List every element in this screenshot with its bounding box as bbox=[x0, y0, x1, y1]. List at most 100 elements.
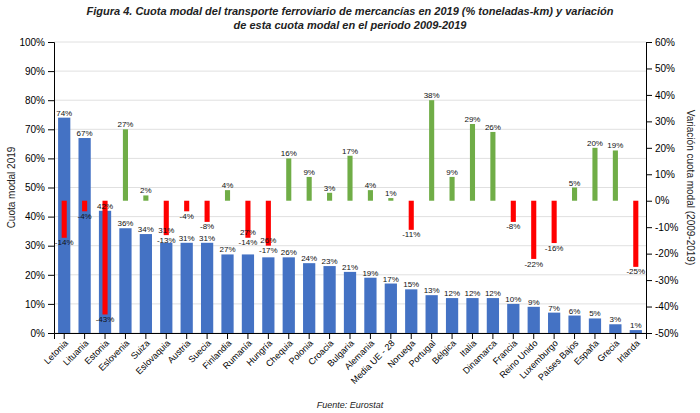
tick: Dinamarca bbox=[461, 333, 499, 376]
data-label: -43% bbox=[96, 315, 115, 324]
tick: 0% bbox=[31, 328, 54, 339]
bar bbox=[303, 263, 315, 333]
bar bbox=[221, 254, 233, 333]
tick: 90% bbox=[25, 66, 54, 77]
data-label: 21% bbox=[342, 263, 358, 272]
bar bbox=[592, 148, 597, 201]
tick-mark bbox=[48, 100, 54, 101]
data-label: 36% bbox=[117, 219, 133, 228]
bar bbox=[507, 304, 519, 333]
tick-label: 50% bbox=[25, 182, 45, 193]
tick-label: 10% bbox=[25, 299, 45, 310]
tick-label: 30% bbox=[655, 116, 675, 127]
tick-label: -40% bbox=[655, 301, 678, 312]
tick: Portugal bbox=[407, 333, 438, 369]
bar bbox=[426, 295, 438, 333]
bar bbox=[123, 129, 128, 200]
tick-label: Eslovenia bbox=[97, 338, 132, 373]
tick: 40% bbox=[25, 211, 54, 222]
data-label: 31% bbox=[179, 234, 195, 243]
tick-label: 30% bbox=[25, 240, 45, 251]
data-label: -16% bbox=[545, 244, 564, 253]
bar bbox=[242, 254, 254, 333]
grid-line bbox=[54, 100, 646, 101]
data-label: 13% bbox=[424, 286, 440, 295]
tick: 70% bbox=[25, 124, 54, 135]
data-label: 3% bbox=[610, 315, 622, 324]
bar bbox=[385, 284, 397, 333]
data-label: 4% bbox=[222, 181, 234, 190]
tick-label: 0% bbox=[655, 195, 670, 206]
bar bbox=[347, 156, 352, 201]
tick: -20% bbox=[646, 248, 678, 259]
tick-mark bbox=[48, 42, 54, 43]
tick-mark bbox=[635, 333, 636, 339]
data-label: 7% bbox=[548, 304, 560, 313]
tick-label: -30% bbox=[655, 275, 678, 286]
bar bbox=[323, 266, 335, 333]
data-label: -8% bbox=[506, 222, 520, 231]
tick: 30% bbox=[25, 240, 54, 251]
tick-mark bbox=[48, 217, 54, 218]
axis-line bbox=[647, 43, 653, 334]
tick-mark bbox=[646, 148, 652, 149]
data-label: 26% bbox=[281, 248, 297, 257]
tick-label: 70% bbox=[25, 124, 45, 135]
bar bbox=[446, 298, 458, 333]
bar bbox=[429, 100, 434, 201]
tick-mark bbox=[125, 333, 126, 339]
data-label: 26% bbox=[260, 236, 276, 245]
bar bbox=[184, 201, 189, 212]
tick: 60% bbox=[25, 153, 54, 164]
bar bbox=[552, 201, 557, 243]
bar bbox=[450, 177, 455, 201]
tick-mark bbox=[48, 158, 54, 159]
tick: 10% bbox=[25, 299, 54, 310]
bar-series bbox=[58, 118, 642, 333]
data-label: 19% bbox=[607, 141, 623, 150]
bar bbox=[568, 316, 580, 333]
data-label: 27% bbox=[240, 228, 256, 237]
grid-line bbox=[54, 129, 646, 130]
y2-axis-title: Variación cuota modal (2009-2019) bbox=[685, 110, 696, 265]
bar bbox=[307, 177, 312, 201]
tick: Eslovenia bbox=[97, 333, 132, 373]
bar bbox=[201, 243, 213, 333]
data-label: 12% bbox=[485, 289, 501, 298]
tick-mark bbox=[594, 333, 595, 339]
tick: 30% bbox=[646, 116, 675, 127]
tick: Bélgica bbox=[430, 333, 458, 366]
tick-mark bbox=[646, 254, 652, 255]
bar bbox=[409, 201, 414, 230]
bar bbox=[548, 313, 560, 333]
data-label: -25% bbox=[626, 267, 645, 276]
tick-mark bbox=[646, 121, 652, 122]
tick-mark bbox=[145, 333, 146, 339]
grid-line bbox=[54, 42, 646, 43]
grid-line bbox=[54, 71, 646, 72]
data-label: 29% bbox=[464, 115, 480, 124]
bar bbox=[344, 272, 356, 333]
tick: Eslovaquia bbox=[134, 333, 172, 376]
data-label: 34% bbox=[138, 225, 154, 234]
bar bbox=[102, 201, 107, 315]
tick-mark bbox=[646, 95, 652, 96]
bar bbox=[286, 158, 291, 200]
tick-mark bbox=[411, 333, 412, 339]
bar bbox=[633, 201, 638, 267]
tick: 50% bbox=[25, 182, 54, 193]
data-label: 9% bbox=[446, 168, 458, 177]
tick-label: 10% bbox=[655, 169, 675, 180]
bar bbox=[528, 307, 540, 333]
bar bbox=[511, 201, 516, 222]
data-label: 17% bbox=[383, 275, 399, 284]
tick-label: 50% bbox=[655, 63, 675, 74]
tick-mark bbox=[431, 333, 432, 339]
data-label: 3% bbox=[324, 184, 336, 193]
bars bbox=[58, 100, 642, 333]
data-label: 6% bbox=[569, 307, 581, 316]
data-label: 74% bbox=[56, 109, 72, 118]
tick-label: Irlanda bbox=[615, 338, 642, 365]
bar bbox=[82, 201, 87, 212]
data-label: 10% bbox=[505, 295, 521, 304]
